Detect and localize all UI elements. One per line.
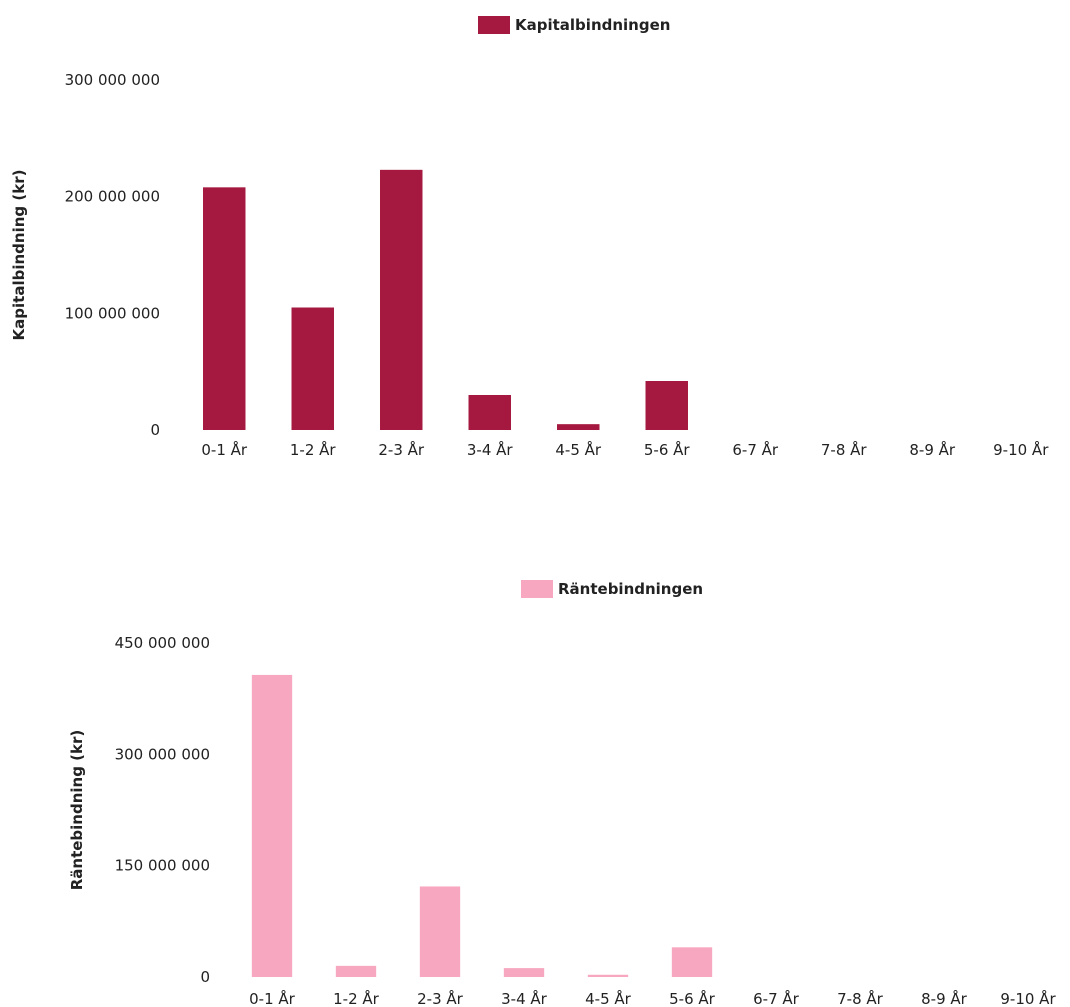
x-tick-label: 1-2 År bbox=[290, 440, 337, 459]
x-tick-label: 3-4 År bbox=[467, 440, 514, 459]
bar bbox=[503, 968, 545, 977]
x-tick-label: 2-3 År bbox=[378, 440, 425, 459]
x-tick-label: 6-7 År bbox=[753, 989, 800, 1007]
bar bbox=[587, 974, 629, 977]
bar bbox=[203, 187, 246, 430]
y-tick-label: 450 000 000 bbox=[115, 634, 210, 652]
legend-swatch bbox=[521, 580, 553, 598]
x-tick-label: 0-1 År bbox=[201, 440, 248, 459]
x-tick-label: 3-4 År bbox=[501, 989, 548, 1007]
x-tick-label: 5-6 År bbox=[644, 440, 691, 459]
x-tick-label: 9-10 År bbox=[1000, 989, 1056, 1007]
x-tick-label: 4-5 År bbox=[585, 989, 632, 1007]
kapitalbindning-chart: Kapitalbindningen Kapitalbindning (kr) 0 10… bbox=[10, 16, 1049, 459]
x-tick-label: 7-8 År bbox=[837, 989, 884, 1007]
x-tick-label: 8-9 År bbox=[921, 989, 968, 1007]
bar bbox=[251, 674, 293, 977]
rantebindning-chart: Räntebindningen Räntebindning (kr) 0 150 00… bbox=[68, 580, 1056, 1007]
bar bbox=[380, 169, 423, 431]
legend-label: Räntebindningen bbox=[558, 580, 703, 598]
x-tick-label: 0-1 År bbox=[249, 989, 296, 1007]
bar bbox=[419, 886, 461, 977]
x-tick-label: 4-5 År bbox=[555, 440, 602, 459]
x-tick-label: 1-2 År bbox=[333, 989, 380, 1007]
legend: Kapitalbindningen bbox=[478, 16, 670, 34]
x-tick-label: 5-6 År bbox=[669, 989, 716, 1007]
bar bbox=[335, 965, 377, 977]
legend-label: Kapitalbindningen bbox=[515, 16, 670, 34]
bar bbox=[557, 424, 600, 430]
y-axis-label: Räntebindning (kr) bbox=[68, 730, 86, 891]
y-tick-label: 0 bbox=[200, 968, 210, 986]
y-tick-label: 150 000 000 bbox=[115, 857, 210, 875]
legend-swatch bbox=[478, 16, 510, 34]
y-tick-label: 100 000 000 bbox=[65, 304, 160, 322]
x-tick-label: 9-10 År bbox=[993, 440, 1049, 459]
bar bbox=[291, 307, 334, 430]
y-tick-label: 300 000 000 bbox=[65, 71, 160, 89]
x-tick-label: 8-9 År bbox=[909, 440, 956, 459]
bar bbox=[645, 381, 688, 430]
x-tick-label: 2-3 År bbox=[417, 989, 464, 1007]
bar bbox=[671, 947, 713, 977]
bar bbox=[468, 395, 511, 430]
legend: Räntebindningen bbox=[521, 580, 703, 598]
x-tick-label: 6-7 År bbox=[732, 440, 779, 459]
y-tick-label: 300 000 000 bbox=[115, 745, 210, 763]
x-tick-label: 7-8 År bbox=[821, 440, 868, 459]
y-tick-label: 200 000 000 bbox=[65, 188, 160, 206]
y-axis-label: Kapitalbindning (kr) bbox=[10, 170, 28, 341]
y-tick-label: 0 bbox=[150, 421, 160, 439]
